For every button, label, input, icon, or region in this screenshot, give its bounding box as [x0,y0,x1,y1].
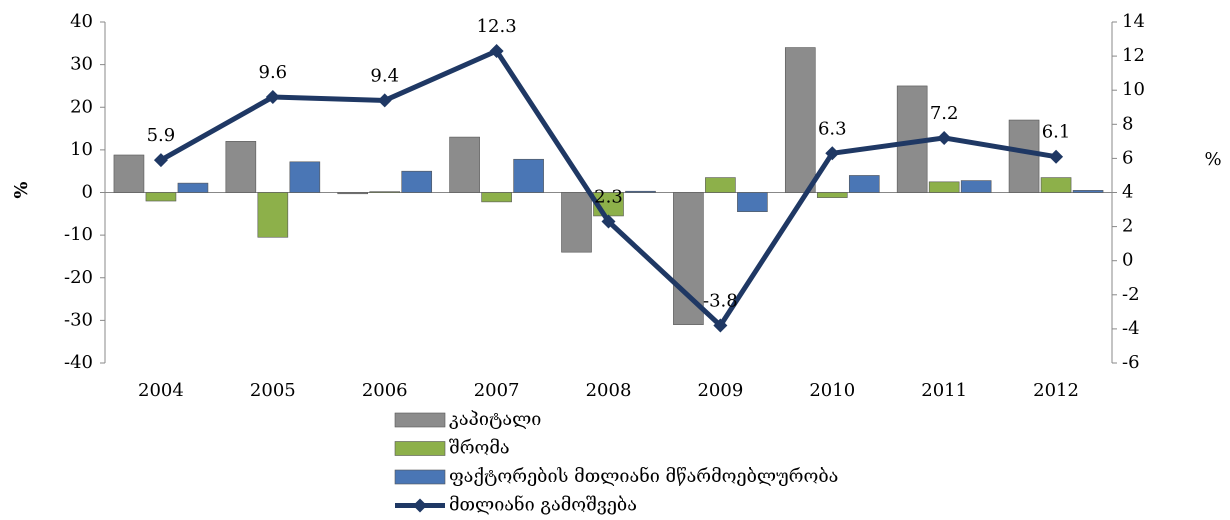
bar [928,181,960,193]
y2-tick-label: 14 [1122,11,1145,32]
line-marker [1049,149,1064,164]
line-marker [153,153,168,168]
data-label: 6.1 [1042,122,1071,143]
x-tick-label: 2009 [697,380,743,401]
x-tick-label: 2010 [809,380,855,401]
bar [705,177,736,193]
y2-tick-label: 12 [1122,45,1145,66]
legend-swatch [394,412,446,428]
bar [673,192,704,325]
bar [561,192,592,253]
data-label: 6.3 [818,118,847,139]
legend-marker [413,498,427,513]
legend-label: შრომა [449,438,510,459]
legend-swatch [394,469,446,485]
y-tick-label: -10 [64,224,93,245]
y2-tick-label: 4 [1122,182,1133,203]
y2-tick-label: 0 [1122,250,1133,271]
line-marker [825,146,840,161]
bar [257,192,289,238]
y2-tick-label: -4 [1122,318,1140,339]
legend-label: მთლიანი გამოშვება [449,494,637,516]
bar [960,180,992,193]
data-label: 7.2 [930,103,959,124]
x-tick-label: 2006 [362,380,408,401]
bar [737,192,768,212]
bar [625,190,656,193]
y-axis-label: % [11,181,32,198]
y-tick-label: 0 [82,182,93,203]
y-tick-label: -40 [64,352,93,373]
y2-axis-label: % [1204,149,1221,170]
x-tick-label: 2005 [250,380,296,401]
bar [1072,190,1104,193]
x-tick-label: 2007 [474,380,520,401]
y-tick-label: 20 [70,96,93,117]
y-tick-label: 10 [70,139,93,160]
bar [816,192,848,198]
y2-tick-label: 8 [1122,113,1133,134]
y2-tick-label: -6 [1122,352,1140,373]
bar [289,161,321,193]
y2-tick-label: -2 [1122,284,1140,305]
y-tick-label: 40 [70,11,93,32]
y2-tick-label: 2 [1122,216,1133,237]
bar [369,191,401,193]
bar [1040,177,1072,193]
legend-swatch [394,441,446,456]
line-marker [377,93,392,108]
bar [481,192,512,203]
x-tick-label: 2012 [1033,380,1079,401]
legend-label: ფაქტორების მთლიანი მწარმოებლურობა [449,465,838,487]
bar [177,182,209,193]
y-tick-label: -20 [64,267,93,288]
y2-tick-label: 6 [1122,147,1133,168]
bar [513,158,544,193]
data-label: 2.3 [594,186,623,207]
line-marker [265,90,280,105]
bar [145,192,177,202]
line-marker [601,214,616,229]
data-label: 9.4 [370,65,399,86]
x-tick-label: 2008 [586,380,632,401]
bar [337,192,369,195]
line-marker [937,130,952,145]
data-label: 12.3 [477,16,517,37]
legend-label: კაპიტალი [449,409,541,430]
y-tick-label: -30 [64,309,93,330]
data-label: 5.9 [147,125,176,146]
bar [401,170,433,193]
bar [449,136,480,193]
line-marker [713,318,728,333]
data-label: -3.8 [703,290,738,311]
x-tick-label: 2004 [138,380,184,401]
line-marker [489,43,504,58]
bar [113,154,145,193]
bar [1008,119,1040,193]
x-tick-label: 2011 [921,380,967,401]
bar [225,141,257,193]
data-label: 9.6 [259,62,288,83]
y-tick-label: 30 [70,54,93,75]
bar [848,175,880,193]
bar [784,47,816,193]
y2-tick-label: 10 [1122,79,1145,100]
